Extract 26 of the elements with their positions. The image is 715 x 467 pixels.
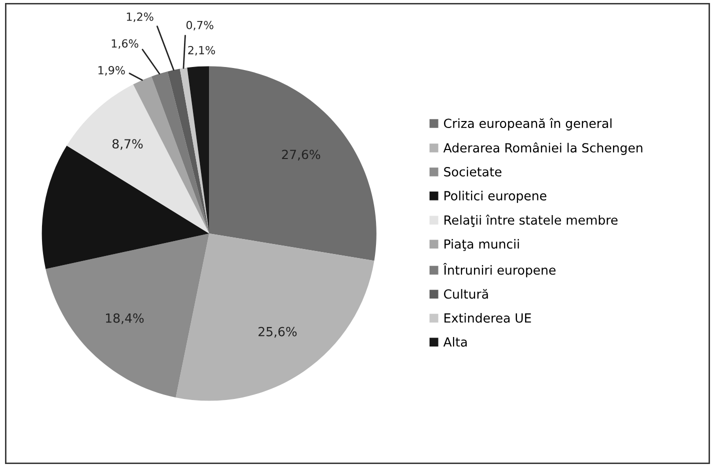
data-label: 8,7% bbox=[112, 139, 143, 150]
pie-slice bbox=[176, 234, 374, 401]
data-label: 2,1% bbox=[188, 46, 215, 56]
legend-label: Politici europene bbox=[444, 190, 546, 203]
data-label: 1,9% bbox=[98, 66, 125, 76]
data-label: 0,7% bbox=[186, 20, 214, 30]
legend-label: Aderarea României la Schengen bbox=[443, 142, 642, 155]
legend-label: Societate bbox=[444, 166, 502, 176]
pie-slice bbox=[66, 84, 210, 234]
pie-slice bbox=[209, 66, 376, 261]
pie-slice bbox=[168, 68, 210, 234]
legend-label: Extinderea UE bbox=[444, 313, 531, 323]
pie-slice bbox=[187, 66, 210, 234]
data-label: 27,6% bbox=[282, 150, 320, 160]
legend-label: Întruniri europene bbox=[443, 263, 556, 278]
data-label: 1,6% bbox=[112, 39, 138, 49]
legend-label: Criza europeană în general bbox=[444, 118, 612, 130]
legend-label: Relaţii între statele membre bbox=[444, 214, 618, 227]
data-label: 1,2% bbox=[126, 12, 154, 22]
pie-slice bbox=[46, 234, 210, 398]
data-label: 18,4% bbox=[106, 313, 144, 324]
legend-label: Piaţa muncii bbox=[444, 239, 519, 251]
legend-label: Alta bbox=[443, 337, 467, 347]
pie-slice bbox=[151, 71, 210, 234]
data-label: 25,6% bbox=[258, 326, 297, 338]
legend-label: Cultură bbox=[444, 289, 488, 299]
